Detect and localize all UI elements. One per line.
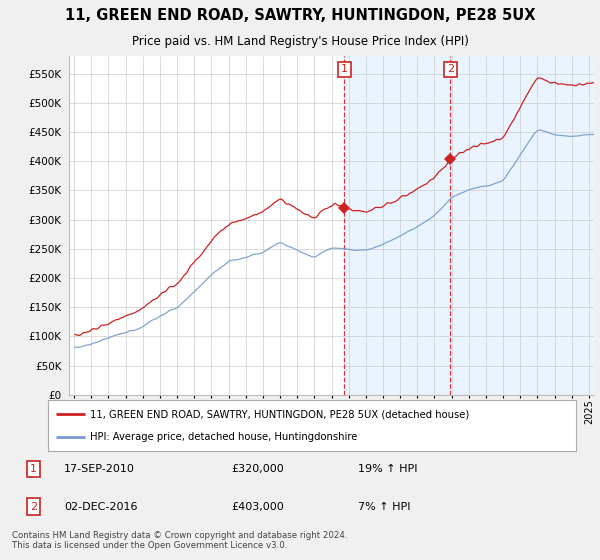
Text: 7% ↑ HPI: 7% ↑ HPI bbox=[358, 502, 410, 511]
Text: £320,000: £320,000 bbox=[231, 464, 284, 474]
Text: 02-DEC-2016: 02-DEC-2016 bbox=[64, 502, 137, 511]
Text: 11, GREEN END ROAD, SAWTRY, HUNTINGDON, PE28 5UX (detached house): 11, GREEN END ROAD, SAWTRY, HUNTINGDON, … bbox=[90, 409, 469, 419]
Text: 2: 2 bbox=[446, 64, 454, 74]
Text: 1: 1 bbox=[341, 64, 348, 74]
Text: 2: 2 bbox=[30, 502, 37, 511]
Text: Price paid vs. HM Land Registry's House Price Index (HPI): Price paid vs. HM Land Registry's House … bbox=[131, 35, 469, 48]
Text: £403,000: £403,000 bbox=[231, 502, 284, 511]
Text: 19% ↑ HPI: 19% ↑ HPI bbox=[358, 464, 417, 474]
Text: Contains HM Land Registry data © Crown copyright and database right 2024.
This d: Contains HM Land Registry data © Crown c… bbox=[12, 531, 347, 550]
Text: 1: 1 bbox=[30, 464, 37, 474]
Bar bbox=[344, 56, 600, 395]
FancyBboxPatch shape bbox=[48, 400, 576, 451]
Text: 11, GREEN END ROAD, SAWTRY, HUNTINGDON, PE28 5UX: 11, GREEN END ROAD, SAWTRY, HUNTINGDON, … bbox=[65, 8, 535, 23]
Text: 17-SEP-2010: 17-SEP-2010 bbox=[64, 464, 135, 474]
Text: HPI: Average price, detached house, Huntingdonshire: HPI: Average price, detached house, Hunt… bbox=[90, 432, 358, 442]
